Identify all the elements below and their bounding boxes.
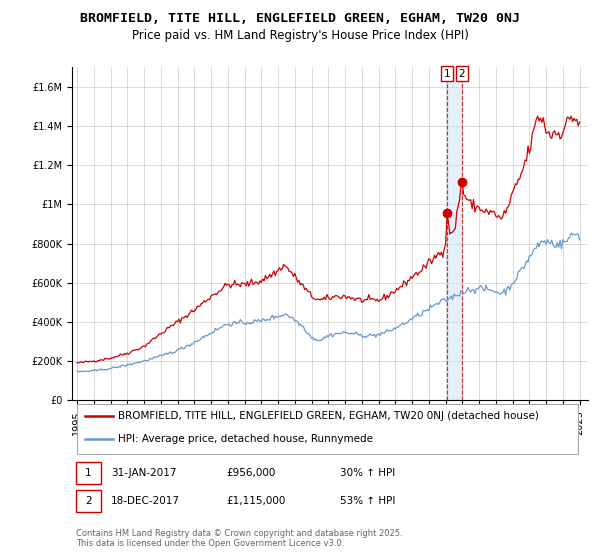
Text: 2: 2	[85, 496, 92, 506]
Text: £956,000: £956,000	[227, 468, 276, 478]
Text: Price paid vs. HM Land Registry's House Price Index (HPI): Price paid vs. HM Land Registry's House …	[131, 29, 469, 42]
Text: HPI: Average price, detached house, Runnymede: HPI: Average price, detached house, Runn…	[118, 433, 373, 444]
Text: 30% ↑ HPI: 30% ↑ HPI	[340, 468, 395, 478]
Text: Contains HM Land Registry data © Crown copyright and database right 2025.
This d: Contains HM Land Registry data © Crown c…	[76, 529, 403, 548]
Bar	[447, 67, 462, 400]
Text: BROMFIELD, TITE HILL, ENGLEFIELD GREEN, EGHAM, TW20 0NJ (detached house): BROMFIELD, TITE HILL, ENGLEFIELD GREEN, …	[118, 411, 539, 421]
Text: £1,115,000: £1,115,000	[227, 496, 286, 506]
Text: 1: 1	[85, 468, 92, 478]
Text: 18-DEC-2017: 18-DEC-2017	[110, 496, 180, 506]
Text: 2: 2	[458, 69, 465, 79]
Text: 1: 1	[443, 69, 450, 79]
Text: 53% ↑ HPI: 53% ↑ HPI	[340, 496, 395, 506]
Text: 31-JAN-2017: 31-JAN-2017	[110, 468, 176, 478]
Text: BROMFIELD, TITE HILL, ENGLEFIELD GREEN, EGHAM, TW20 0NJ: BROMFIELD, TITE HILL, ENGLEFIELD GREEN, …	[80, 12, 520, 25]
FancyBboxPatch shape	[77, 404, 578, 454]
FancyBboxPatch shape	[76, 490, 101, 512]
FancyBboxPatch shape	[76, 462, 101, 484]
